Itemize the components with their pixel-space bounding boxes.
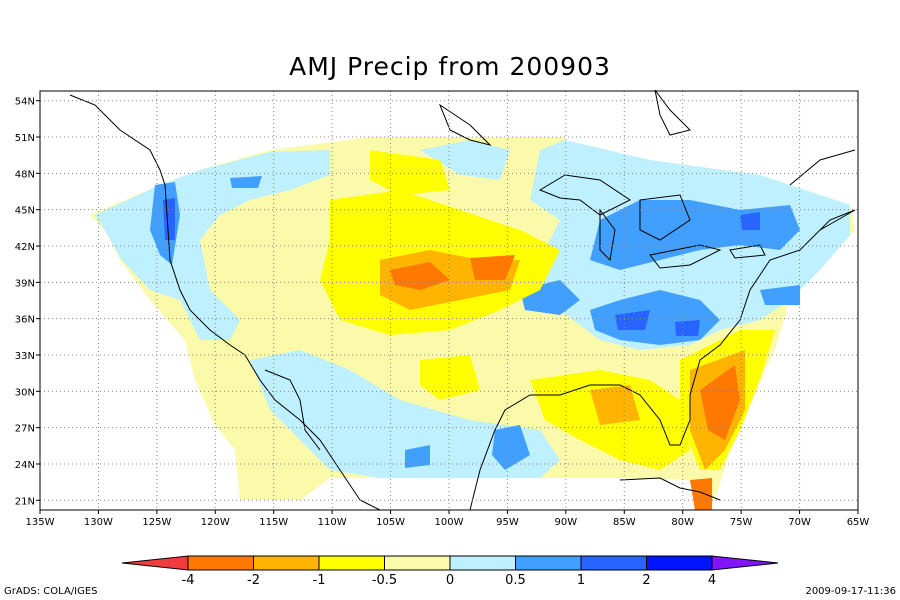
colorbar-label: -2: [247, 573, 260, 588]
colorbar-label: -0.5: [372, 573, 397, 588]
field-strong-dry-central: [390, 262, 450, 290]
lat-label: 42N: [15, 242, 35, 253]
colorbar-swatch: [253, 555, 320, 571]
field-blob-nw: [230, 176, 262, 188]
field-blob-westcoast-deep: [163, 198, 175, 240]
lon-axis-labels: 135W 130W 125W 120W 115W 110W 105W 100W 95W 90W 85…: [26, 510, 870, 528]
lon-label: 110W: [318, 517, 347, 528]
lat-label: 54N: [15, 97, 35, 108]
lat-label: 24N: [15, 460, 35, 471]
field-wet-southwest: [250, 350, 560, 478]
lon-label: 115W: [259, 517, 288, 528]
lon-label: 70W: [788, 517, 811, 528]
field-blob-ohio-deep: [615, 310, 650, 330]
lon-label: 120W: [201, 517, 230, 528]
colorbar-label: 0.5: [505, 573, 526, 588]
lon-label: 65W: [847, 517, 870, 528]
graticule: [39, 91, 859, 510]
colorbar-swatch: [580, 555, 647, 571]
colorbar-swatch: [187, 555, 254, 571]
precip-anomaly-field: [90, 137, 855, 510]
lat-label: 36N: [15, 315, 35, 326]
lon-label: 125W: [142, 517, 171, 528]
field-blob-ohio-deep2: [675, 320, 700, 336]
field-blob-texas: [492, 425, 530, 470]
lat-label: 45N: [15, 206, 35, 217]
lon-label: 95W: [496, 517, 519, 528]
field-blob-ne-deep: [740, 212, 760, 230]
field-strong-dry-cuba: [690, 478, 712, 510]
lat-axis-labels: 54N 51N 48N 45N 42N 39N 36N 33N 30N 27N 24N 21N: [15, 97, 40, 507]
lon-label: 75W: [730, 517, 753, 528]
field-blob-ne: [760, 285, 800, 305]
field-strong-dry-central2: [470, 255, 515, 280]
lon-label: 80W: [671, 517, 694, 528]
lon-label: 90W: [555, 517, 578, 528]
field-strong-dry-se: [700, 365, 740, 440]
lat-label: 21N: [15, 496, 35, 507]
colorbar-label: 1: [577, 573, 585, 588]
colorbar-low-arrow: [121, 555, 189, 571]
colorbar-swatch: [318, 555, 385, 571]
colorbar-label: 2: [642, 573, 650, 588]
colorbar-swatch: [515, 555, 582, 571]
lat-label: 27N: [15, 424, 35, 435]
colorbar-label: -4: [182, 573, 195, 588]
colorbar-label: -1: [313, 573, 326, 588]
lat-label: 39N: [15, 278, 35, 289]
colorbar-swatch: [449, 555, 516, 571]
lat-label: 33N: [15, 351, 35, 362]
lat-label: 51N: [15, 133, 35, 144]
colorbar-label: 0: [446, 573, 454, 588]
field-wet-north: [420, 140, 510, 180]
lat-label: 30N: [15, 387, 35, 398]
field-blob-baja: [405, 445, 430, 468]
coastlines: [69, 89, 856, 511]
plot-title: AMJ Precip from 200903: [289, 52, 611, 81]
colorbar: -4 -2 -1 -0.5 0 0.5 1 2 4: [121, 555, 779, 588]
footer-timestamp: 2009-09-17-11:36: [805, 586, 896, 597]
lon-label: 100W: [435, 517, 464, 528]
lon-label: 85W: [613, 517, 636, 528]
colorbar-high-arrow: [711, 555, 779, 571]
lon-label: 135W: [26, 517, 55, 528]
field-dry-northcentral: [370, 150, 450, 195]
colorbar-label: 4: [708, 573, 716, 588]
colorbar-swatch: [646, 555, 713, 571]
lat-label: 48N: [15, 169, 35, 180]
field-dry-mid: [420, 355, 480, 400]
field-mod-dry-south: [590, 385, 640, 425]
colorbar-swatch: [384, 555, 451, 571]
footer-credit: GrADS: COLA/IGES: [4, 586, 98, 597]
lon-label: 105W: [376, 517, 405, 528]
lon-label: 130W: [84, 517, 113, 528]
